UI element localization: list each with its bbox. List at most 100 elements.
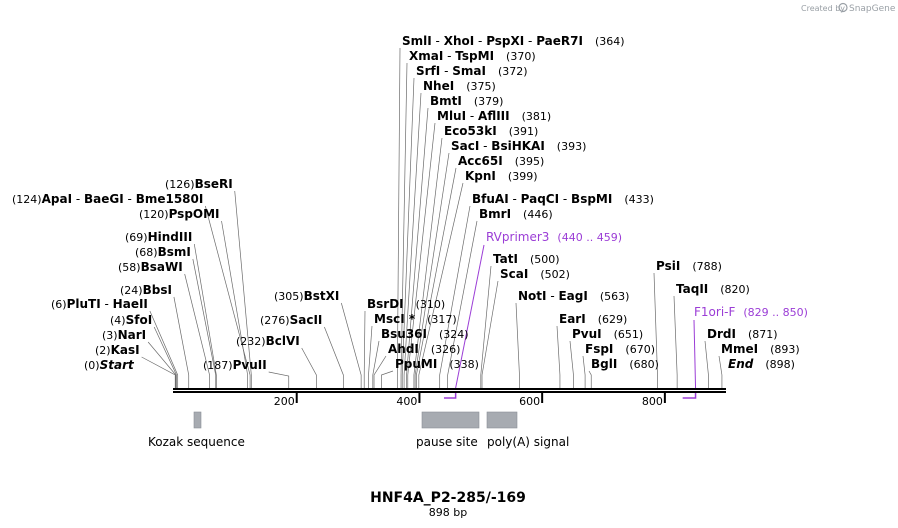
site-label-7[interactable]: SacI - BsiHKAI (393)	[451, 139, 586, 153]
site-label-9[interactable]: KpnI (399)	[465, 169, 538, 183]
site-label-27[interactable]: (305)BstXI	[274, 289, 339, 303]
site-pos-20: (4)	[110, 314, 126, 327]
site-label-15[interactable]: (69)HindIII	[125, 230, 192, 244]
site-pos-44: (898)	[765, 358, 795, 371]
site-name-25-0: BclVI	[266, 334, 300, 348]
connector-33	[480, 265, 492, 388]
site-pos-11: (446)	[523, 208, 553, 221]
primer-name-rvprimer3: RVprimer3	[486, 230, 549, 244]
site-label-2[interactable]: SrfI - SmaI (372)	[416, 64, 528, 78]
connector-19	[149, 310, 179, 388]
site-label-18[interactable]: (24)BbsI	[120, 283, 172, 297]
site-label-20[interactable]: (4)SfoI	[110, 313, 152, 327]
site-label-11[interactable]: BmrI (446)	[479, 207, 553, 221]
site-pos-10: (433)	[624, 193, 654, 206]
site-label-8[interactable]: Acc65I (395)	[458, 154, 544, 168]
connector-43	[718, 355, 723, 388]
site-name-38-0: FspI	[585, 342, 613, 356]
primer-marks	[443, 244, 697, 399]
connector-17	[184, 273, 210, 388]
site-pos-22: (2)	[95, 344, 111, 357]
site-name-28-0: BsrDI	[367, 297, 404, 311]
site-label-33[interactable]: TatI (500)	[493, 252, 560, 266]
site-name-5-1: AflIII	[478, 109, 510, 123]
site-label-30[interactable]: Bsu36I (324)	[381, 327, 469, 341]
site-label-1[interactable]: XmaI - TspMI (370)	[409, 49, 536, 63]
site-name-36-0: EarI	[559, 312, 586, 326]
site-label-12[interactable]: (126)BseRI	[165, 177, 233, 191]
site-name-31-0: AhdI	[388, 342, 419, 356]
site-label-40[interactable]: PsiI (788)	[656, 259, 722, 273]
site-name-22-0: KasI	[111, 343, 140, 357]
snapgene-brand-text: SnapGene	[849, 4, 896, 14]
site-label-0[interactable]: SmlI - XhoI - PspXI - PaeR7I (364)	[402, 34, 625, 48]
site-pos-39: (680)	[629, 358, 659, 371]
feature-kozak-sequence[interactable]	[193, 411, 202, 429]
site-label-35[interactable]: NotI - EagI (563)	[518, 289, 629, 303]
site-name-11-0: BmrI	[479, 207, 511, 221]
site-label-32[interactable]: PpuMI (338)	[395, 357, 479, 371]
site-label-17[interactable]: (58)BsaWI	[118, 260, 183, 274]
connector-13	[205, 205, 251, 388]
site-label-16[interactable]: (68)BsmI	[135, 245, 191, 259]
connector-12	[234, 190, 252, 388]
site-label-31[interactable]: AhdI (326)	[388, 342, 460, 356]
site-label-34[interactable]: ScaI (502)	[500, 267, 570, 281]
site-label-23[interactable]: (0)Start	[84, 358, 135, 372]
site-label-21[interactable]: (3)NarI	[102, 328, 146, 342]
site-label-3[interactable]: NheI (375)	[423, 79, 496, 93]
site-name-33-0: TatI	[493, 252, 518, 266]
site-label-22[interactable]: (2)KasI	[95, 343, 140, 357]
site-label-38[interactable]: FspI (670)	[585, 342, 655, 356]
site-label-25[interactable]: (232)BclVI	[236, 334, 300, 348]
site-label-28[interactable]: BsrDI (310)	[367, 297, 445, 311]
site-pos-0: (364)	[595, 35, 625, 48]
site-name-0-2: PspXI	[486, 34, 524, 48]
feature-polya-signal[interactable]	[486, 411, 518, 429]
site-label-37[interactable]: PvuI (651)	[572, 327, 643, 341]
site-label-41[interactable]: TaqII (820)	[676, 282, 750, 296]
site-pos-42: (871)	[748, 328, 778, 341]
site-label-36[interactable]: EarI (629)	[559, 312, 627, 326]
site-label-24[interactable]: (187)PvuII	[203, 358, 267, 372]
site-name-37-0: PvuI	[572, 327, 602, 341]
site-pos-27: (305)	[274, 290, 304, 303]
connector-39	[588, 370, 592, 388]
site-label-5[interactable]: MluI - AflIII (381)	[437, 109, 551, 123]
site-pos-17: (58)	[118, 261, 141, 274]
created-by-text: Created by	[801, 4, 845, 13]
site-label-6[interactable]: Eco53kI (391)	[444, 124, 538, 138]
site-name-4-0: BmtI	[430, 94, 462, 108]
site-name-24-0: PvuII	[233, 358, 267, 372]
site-label-26[interactable]: (276)SacII	[260, 313, 322, 327]
site-label-43[interactable]: MmeI (893)	[721, 342, 800, 356]
site-label-10[interactable]: BfuAI - PaqCI - BspMI (433)	[472, 192, 654, 206]
site-label-39[interactable]: BglI (680)	[591, 357, 659, 371]
site-name-16-0: BsmI	[158, 245, 191, 259]
site-pos-23: (0)	[84, 359, 100, 372]
site-name-32-0: PpuMI	[395, 357, 437, 371]
primer-label-f1ori-f[interactable]: F1ori-F (829 .. 850)	[694, 305, 808, 319]
connector-30	[372, 340, 380, 388]
site-label-44[interactable]: End (898)	[728, 357, 795, 371]
feature-label-pause-site: pause site	[416, 435, 478, 449]
site-name-35-0: NotI	[518, 289, 547, 303]
site-label-4[interactable]: BmtI (379)	[430, 94, 503, 108]
primer-label-rvprimer3[interactable]: RVprimer3 (440 .. 459)	[486, 230, 622, 244]
position-ticks: 200 400 600 800	[274, 393, 666, 408]
site-label-14[interactable]: (120)PspOMI	[139, 207, 220, 221]
connector-4	[406, 107, 429, 388]
site-label-42[interactable]: DrdI (871)	[707, 327, 778, 341]
site-label-19[interactable]: (6)PluTI - HaeII	[51, 297, 148, 311]
feature-pause-site[interactable]	[421, 411, 480, 429]
site-label-13[interactable]: (124)ApaI - BaeGI - Bme1580I	[12, 192, 203, 206]
site-name-0-1: XhoI	[444, 34, 475, 48]
site-pos-13: (124)	[12, 193, 42, 206]
connector-27	[341, 302, 362, 388]
site-name-13-1: BaeGI	[84, 192, 124, 206]
tick-label-400: 400	[396, 395, 417, 408]
site-name-29-0: MscI *	[374, 312, 416, 326]
site-label-29[interactable]: MscI * (317)	[374, 312, 457, 326]
site-pos-30: (324)	[439, 328, 469, 341]
site-name-43-0: MmeI	[721, 342, 758, 356]
